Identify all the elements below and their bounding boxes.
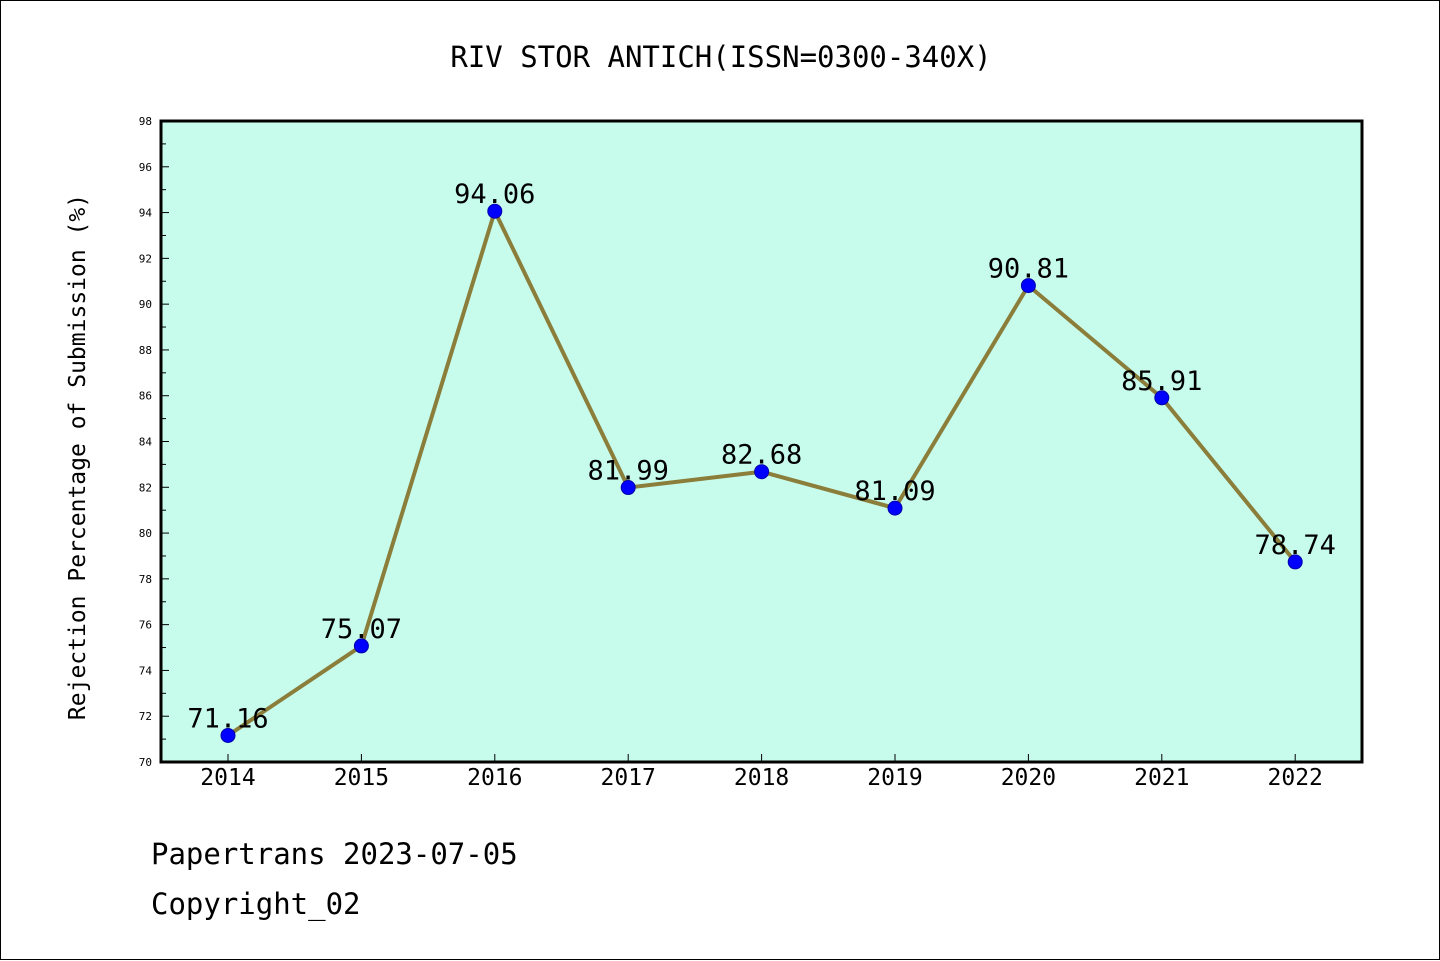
y-tick-label: 78 bbox=[139, 573, 152, 586]
y-tick-label: 70 bbox=[139, 756, 152, 769]
y-tick-label: 74 bbox=[139, 664, 153, 677]
y-tick-label: 80 bbox=[139, 527, 152, 540]
x-tick-label: 2018 bbox=[734, 765, 789, 791]
data-label: 71.16 bbox=[187, 703, 268, 734]
data-label: 81.99 bbox=[588, 456, 669, 487]
plot-area bbox=[159, 119, 1364, 764]
data-point-marker bbox=[754, 464, 770, 480]
data-point-marker bbox=[887, 500, 903, 516]
data-label: 90.81 bbox=[988, 254, 1069, 285]
y-axis-ticks: 70 72 74 76 78 80 82 84 86 88 90 92 94 96 98 bbox=[139, 115, 169, 769]
y-tick-label: 82 bbox=[139, 481, 152, 494]
y-tick-label: 84 bbox=[139, 436, 153, 449]
data-label: 85.91 bbox=[1121, 366, 1202, 397]
data-point-marker bbox=[620, 480, 636, 496]
x-tick-label: 2014 bbox=[200, 765, 255, 791]
x-tick-label: 2019 bbox=[867, 765, 922, 791]
data-label: 81.09 bbox=[854, 476, 935, 507]
x-axis-ticks: 2014 2015 2016 2017 2018 2019 2020 2021 2022 bbox=[200, 754, 1323, 791]
data-label: 78.74 bbox=[1255, 530, 1336, 561]
x-tick-label: 2022 bbox=[1268, 765, 1323, 791]
footer-copyright-text: Copyright_02 bbox=[151, 887, 361, 921]
data-point-marker bbox=[1154, 390, 1170, 406]
y-tick-label: 88 bbox=[139, 344, 152, 357]
y-tick-label: 96 bbox=[139, 161, 152, 174]
x-tick-label: 2015 bbox=[334, 765, 389, 791]
y-tick-label: 76 bbox=[139, 619, 152, 632]
y-tick-label: 86 bbox=[139, 390, 152, 403]
y-tick-label: 90 bbox=[139, 298, 152, 311]
x-tick-label: 2016 bbox=[467, 765, 522, 791]
data-label: 94.06 bbox=[454, 179, 535, 210]
y-tick-label: 72 bbox=[139, 710, 152, 723]
x-tick-label: 2020 bbox=[1001, 765, 1056, 791]
y-tick-label: 92 bbox=[139, 252, 152, 265]
data-point-marker bbox=[220, 727, 236, 743]
x-tick-label: 2017 bbox=[601, 765, 656, 791]
y-tick-label: 98 bbox=[139, 115, 152, 128]
y-axis-label: Rejection Percentage of Submission (%) bbox=[65, 194, 91, 720]
footer-date-text: Papertrans 2023-07-05 bbox=[151, 837, 518, 871]
x-tick-label: 2021 bbox=[1134, 765, 1189, 791]
y-tick-label: 94 bbox=[139, 207, 153, 220]
data-point-marker bbox=[487, 203, 503, 219]
chart-title: RIV STOR ANTICH(ISSN=0300-340X) bbox=[450, 40, 991, 74]
data-label: 75.07 bbox=[321, 614, 402, 645]
data-point-marker bbox=[353, 638, 369, 654]
series-layer: 71.16 75.07 94.06 81.99 82.68 81.09 90.81 85.91… bbox=[187, 179, 1336, 743]
data-point-marker bbox=[1020, 278, 1036, 294]
data-point-marker bbox=[1287, 554, 1303, 570]
data-label: 82.68 bbox=[721, 440, 802, 471]
